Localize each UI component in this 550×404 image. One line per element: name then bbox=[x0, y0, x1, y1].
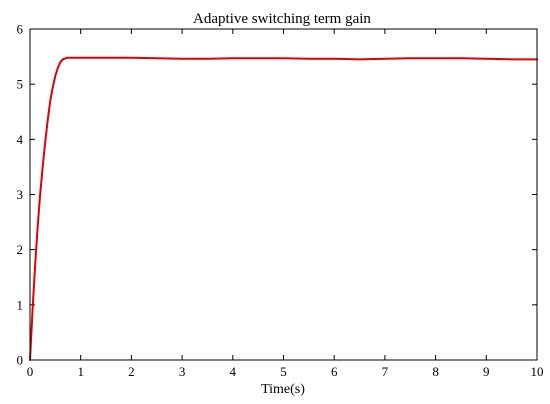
x-tick-label: 8 bbox=[432, 364, 439, 379]
x-tick-label: 4 bbox=[230, 364, 237, 379]
y-tick-label: 2 bbox=[17, 242, 24, 257]
y-tick-label: 1 bbox=[17, 297, 24, 312]
x-tick-label: 2 bbox=[128, 364, 135, 379]
x-tick-label: 5 bbox=[280, 364, 287, 379]
x-axis-label: Time(s) bbox=[261, 382, 305, 397]
x-tick-label: 0 bbox=[27, 364, 34, 379]
plot-frame bbox=[29, 28, 538, 361]
series-layer bbox=[29, 56, 538, 361]
y-tick-label: 4 bbox=[17, 132, 24, 147]
series-line bbox=[29, 56, 538, 361]
y-tick-label: 0 bbox=[17, 353, 24, 368]
chart-title: Adaptive switching term gain bbox=[193, 11, 371, 27]
tick-labels: 0 1 2 3 4 5 6 7 8 9 10 0 1 2 3 4 5 6 bbox=[17, 22, 544, 380]
plot-area bbox=[30, 29, 537, 360]
y-tick-label: 5 bbox=[17, 77, 24, 92]
x-tick-label: 6 bbox=[331, 364, 338, 379]
x-tick-label: 1 bbox=[77, 364, 84, 379]
y-tick-label: 3 bbox=[17, 187, 24, 202]
x-tick-label: 3 bbox=[179, 364, 186, 379]
x-tick-label: 9 bbox=[483, 364, 490, 379]
x-tick-label: 10 bbox=[531, 364, 544, 379]
x-tick-label: 7 bbox=[382, 364, 389, 379]
y-tick-label: 6 bbox=[17, 22, 24, 37]
